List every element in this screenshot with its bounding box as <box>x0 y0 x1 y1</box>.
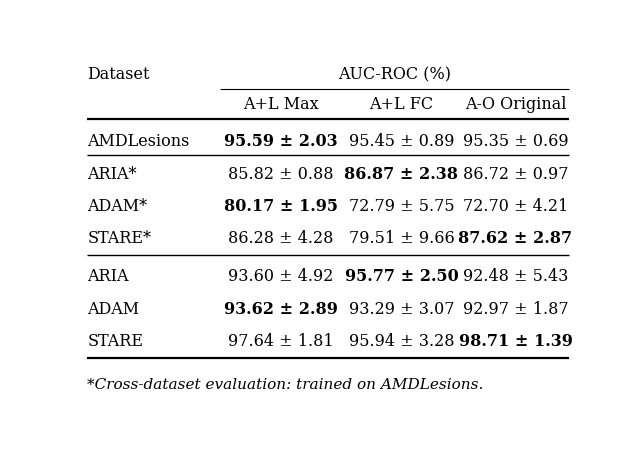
Text: 93.60 ± 4.92: 93.60 ± 4.92 <box>228 268 333 284</box>
Text: 72.70 ± 4.21: 72.70 ± 4.21 <box>463 198 568 215</box>
Text: ADAM: ADAM <box>88 301 140 318</box>
Text: 95.45 ± 0.89: 95.45 ± 0.89 <box>349 133 454 150</box>
Text: Dataset: Dataset <box>88 66 150 83</box>
Text: A+L Max: A+L Max <box>243 96 319 113</box>
Text: STARE: STARE <box>88 333 143 350</box>
Text: ADAM*: ADAM* <box>88 198 148 215</box>
Text: 97.64 ± 1.81: 97.64 ± 1.81 <box>228 333 333 350</box>
Text: 80.17 ± 1.95: 80.17 ± 1.95 <box>224 198 338 215</box>
Text: STARE*: STARE* <box>88 230 152 248</box>
Text: 72.79 ± 5.75: 72.79 ± 5.75 <box>349 198 454 215</box>
Text: AMDLesions: AMDLesions <box>88 133 190 150</box>
Text: 95.59 ± 2.03: 95.59 ± 2.03 <box>224 133 338 150</box>
Text: 93.29 ± 3.07: 93.29 ± 3.07 <box>349 301 454 318</box>
Text: *Cross-dataset evaluation: trained on AMDLesions.: *Cross-dataset evaluation: trained on AM… <box>88 378 484 392</box>
Text: 92.97 ± 1.87: 92.97 ± 1.87 <box>463 301 568 318</box>
Text: 92.48 ± 5.43: 92.48 ± 5.43 <box>463 268 568 284</box>
Text: 86.72 ± 0.97: 86.72 ± 0.97 <box>463 166 568 183</box>
Text: A+L FC: A+L FC <box>369 96 433 113</box>
Text: ARIA*: ARIA* <box>88 166 137 183</box>
Text: 95.35 ± 0.69: 95.35 ± 0.69 <box>463 133 568 150</box>
Text: 79.51 ± 9.66: 79.51 ± 9.66 <box>349 230 454 248</box>
Text: 87.62 ± 2.87: 87.62 ± 2.87 <box>458 230 573 248</box>
Text: 95.77 ± 2.50: 95.77 ± 2.50 <box>344 268 458 284</box>
Text: AUC-ROC (%): AUC-ROC (%) <box>338 66 451 83</box>
Text: 86.28 ± 4.28: 86.28 ± 4.28 <box>228 230 333 248</box>
Text: A-O Original: A-O Original <box>465 96 566 113</box>
Text: 85.82 ± 0.88: 85.82 ± 0.88 <box>228 166 333 183</box>
Text: 95.94 ± 3.28: 95.94 ± 3.28 <box>349 333 454 350</box>
Text: ARIA: ARIA <box>88 268 129 284</box>
Text: 86.87 ± 2.38: 86.87 ± 2.38 <box>344 166 458 183</box>
Text: 93.62 ± 2.89: 93.62 ± 2.89 <box>224 301 338 318</box>
Text: 98.71 ± 1.39: 98.71 ± 1.39 <box>458 333 572 350</box>
